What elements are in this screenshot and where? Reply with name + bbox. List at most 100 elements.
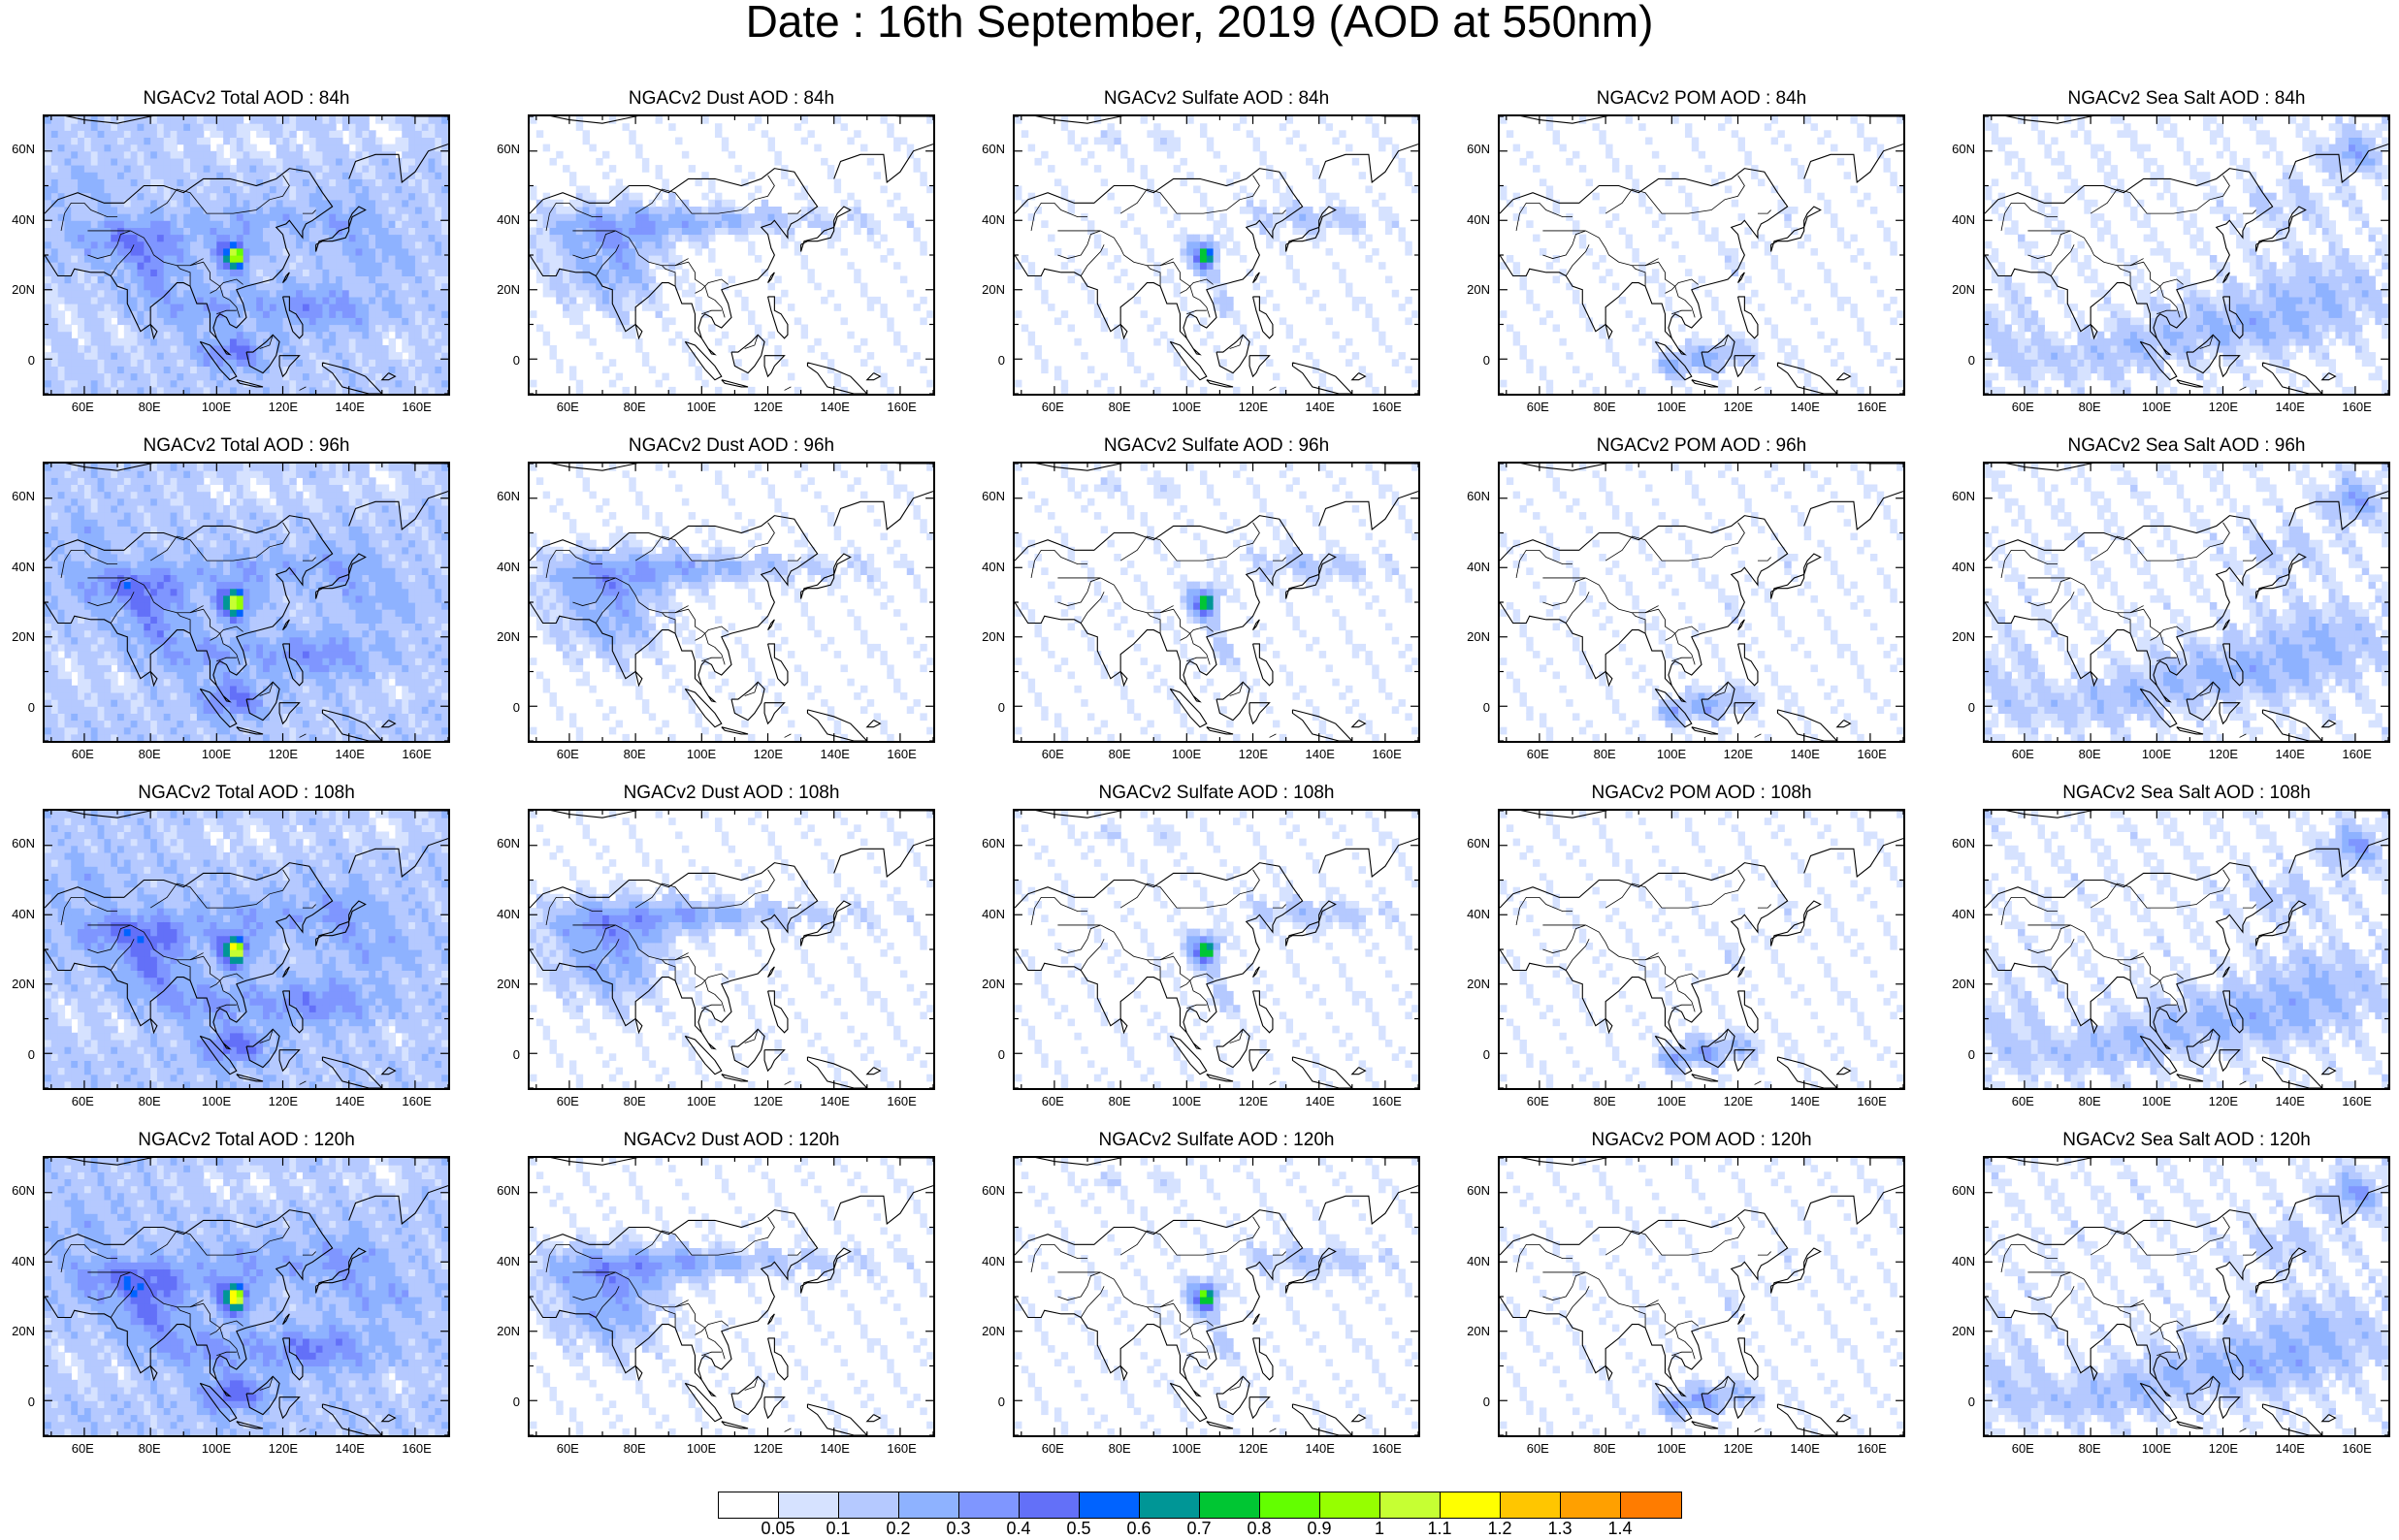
lon-tick-label: 140E <box>1306 1094 1335 1109</box>
aod-map <box>1015 116 1418 394</box>
coastlines <box>530 464 933 741</box>
lon-tick-label: 80E <box>1594 747 1616 762</box>
aod-shading <box>1015 811 1418 1088</box>
colorbar-swatch <box>1621 1492 1681 1518</box>
colorbar-label: 0.1 <box>826 1519 850 1538</box>
coastlines <box>530 1158 933 1435</box>
map-panel: NGACv2 POM AOD : 84h 60N 40N 20N 0 60E 80E 100E… <box>1455 87 1940 434</box>
lon-tick-label: 80E <box>139 747 161 762</box>
lat-tick-label: 60N <box>1467 490 1490 503</box>
colorbar-label: 1.2 <box>1487 1519 1511 1538</box>
latitude-labels: 60N 40N 20N 0 <box>1940 1156 1979 1437</box>
coastlines <box>1985 1158 2388 1435</box>
coastlines <box>530 116 933 394</box>
colorbar: 0.05 0.1 0.2 0.3 0.4 0.5 0.6 0.7 0.8 0.9 1 1.1 1.2 1.… <box>718 1492 1682 1540</box>
lat-tick-label: 40N <box>12 560 35 574</box>
colorbar-swatch <box>1561 1492 1621 1518</box>
lat-tick-label: 20N <box>982 978 1005 991</box>
longitude-labels: 60E 80E 100E 120E 140E 160E <box>1013 400 1420 419</box>
map-plot-area <box>528 462 935 743</box>
longitude-labels: 60E 80E 100E 120E 140E 160E <box>1498 400 1905 419</box>
lat-tick-label: 60N <box>982 490 1005 503</box>
map-panel: NGACv2 Sulfate AOD : 84h 60N 40N 20N 0 60E 80E… <box>970 87 1455 434</box>
colorbar-label: 0.6 <box>1126 1519 1151 1538</box>
lon-tick-label: 160E <box>402 1441 431 1457</box>
map-panel: NGACv2 Dust AOD : 84h 60N 40N 20N 0 60E 80E 100… <box>485 87 970 434</box>
colorbar-swatch <box>1501 1492 1561 1518</box>
lat-tick-label: 40N <box>12 1254 35 1268</box>
lon-tick-label: 160E <box>1857 400 1886 415</box>
longitude-labels: 60E 80E 100E 120E 140E 160E <box>528 1441 935 1460</box>
aod-map <box>1500 1158 1903 1435</box>
lon-tick-label: 80E <box>2079 400 2101 415</box>
panel-title: NGACv2 Total AOD : 120h <box>43 1129 450 1152</box>
latitude-labels: 60N 40N 20N 0 <box>0 462 39 743</box>
map-plot-area <box>1983 462 2390 743</box>
panel-title: NGACv2 Dust AOD : 84h <box>528 87 935 111</box>
lon-tick-label: 120E <box>1724 1094 1753 1109</box>
lon-tick-label: 140E <box>1791 1094 1820 1109</box>
longitude-labels: 60E 80E 100E 120E 140E 160E <box>1013 747 1420 766</box>
lon-tick-label: 60E <box>72 1441 94 1457</box>
colorbar-swatch <box>959 1492 1020 1518</box>
aod-map <box>45 811 448 1088</box>
latitude-labels: 60N 40N 20N 0 <box>485 114 524 396</box>
lon-tick-label: 140E <box>1306 1441 1335 1457</box>
lon-tick-label: 140E <box>821 747 850 762</box>
lon-tick-label: 120E <box>1724 400 1753 415</box>
lon-tick-label: 120E <box>1724 747 1753 762</box>
lat-tick-label: 40N <box>982 1254 1005 1268</box>
axis-ticks <box>1015 1158 1418 1435</box>
lon-tick-label: 120E <box>754 400 783 415</box>
aod-shading <box>1015 116 1418 394</box>
lat-tick-label: 0 <box>28 353 35 368</box>
map-panel: NGACv2 Sea Salt AOD : 120h 60N 40N 20N 0 60E 8… <box>1940 1129 2399 1476</box>
lon-tick-label: 60E <box>1527 1094 1549 1109</box>
lat-tick-label: 0 <box>513 353 520 368</box>
map-panel: NGACv2 Sulfate AOD : 120h 60N 40N 20N 0 60E 80… <box>970 1129 1455 1476</box>
colorbar-swatch <box>1260 1492 1320 1518</box>
lon-tick-label: 160E <box>402 1094 431 1109</box>
lon-tick-label: 100E <box>1172 1441 1201 1457</box>
lon-tick-label: 60E <box>2012 1441 2034 1457</box>
colorbar-label: 1 <box>1375 1519 1384 1538</box>
lat-tick-label: 60N <box>12 143 35 156</box>
longitude-labels: 60E 80E 100E 120E 140E 160E <box>1983 1441 2390 1460</box>
lon-tick-label: 100E <box>687 400 716 415</box>
colorbar-swatch <box>1140 1492 1200 1518</box>
map-plot-area <box>43 809 450 1090</box>
lat-tick-label: 60N <box>497 490 520 503</box>
map-panel: NGACv2 POM AOD : 96h 60N 40N 20N 0 60E 80E 100E… <box>1455 434 1940 782</box>
figure-title: Date : 16th September, 2019 (AOD at 550n… <box>0 0 2399 48</box>
map-panel: NGACv2 Sea Salt AOD : 96h 60N 40N 20N 0 60E 80… <box>1940 434 2399 782</box>
lon-tick-label: 140E <box>821 400 850 415</box>
latitude-labels: 60N 40N 20N 0 <box>485 1156 524 1437</box>
lon-tick-label: 120E <box>1239 1094 1268 1109</box>
lat-tick-label: 60N <box>1952 490 1975 503</box>
longitude-labels: 60E 80E 100E 120E 140E 160E <box>43 400 450 419</box>
lon-tick-label: 60E <box>557 747 579 762</box>
lon-tick-label: 160E <box>887 1094 916 1109</box>
lat-tick-label: 20N <box>982 283 1005 297</box>
lon-tick-label: 60E <box>557 1094 579 1109</box>
lon-tick-label: 160E <box>2342 400 2371 415</box>
map-panel: NGACv2 Sulfate AOD : 96h 60N 40N 20N 0 60E 80E… <box>970 434 1455 782</box>
longitude-labels: 60E 80E 100E 120E 140E 160E <box>1498 747 1905 766</box>
latitude-labels: 60N 40N 20N 0 <box>0 1156 39 1437</box>
lon-tick-label: 140E <box>1306 400 1335 415</box>
colorbar-swatch <box>899 1492 959 1518</box>
panel-title: NGACv2 Sea Salt AOD : 108h <box>1983 782 2390 805</box>
lat-tick-label: 20N <box>1952 630 1975 644</box>
aod-shading <box>530 811 933 1088</box>
lat-tick-label: 40N <box>1467 560 1490 574</box>
lon-tick-label: 100E <box>1657 1441 1686 1457</box>
aod-map <box>530 1158 933 1435</box>
lat-tick-label: 0 <box>28 700 35 715</box>
lat-tick-label: 0 <box>998 1047 1005 1062</box>
longitude-labels: 60E 80E 100E 120E 140E 160E <box>43 1441 450 1460</box>
lon-tick-label: 120E <box>2209 1094 2238 1109</box>
lon-tick-label: 120E <box>1239 747 1268 762</box>
colorbar-label: 0.2 <box>886 1519 910 1538</box>
coastlines <box>1500 1158 1903 1435</box>
lon-tick-label: 140E <box>2276 1094 2305 1109</box>
